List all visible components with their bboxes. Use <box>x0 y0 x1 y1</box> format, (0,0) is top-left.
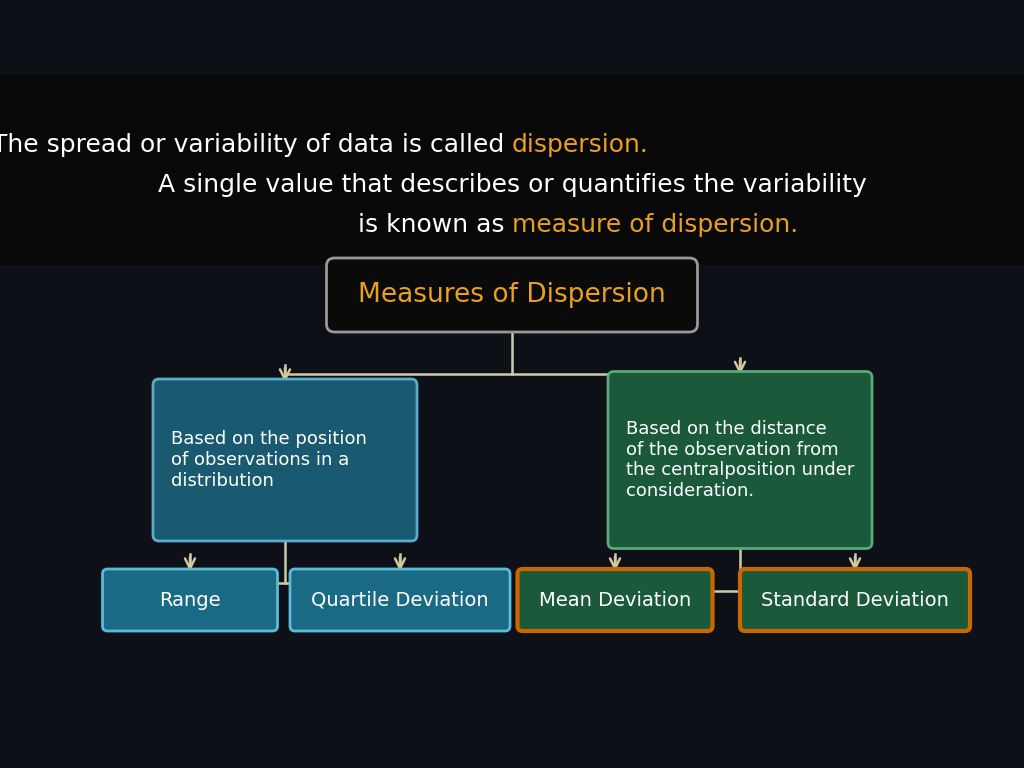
FancyBboxPatch shape <box>153 379 417 541</box>
Text: is known as: is known as <box>357 213 512 237</box>
FancyBboxPatch shape <box>290 569 510 631</box>
FancyBboxPatch shape <box>608 372 872 548</box>
Text: A single value that describes or quantifies the variability: A single value that describes or quantif… <box>158 173 866 197</box>
Text: Measures of Dispersion: Measures of Dispersion <box>358 282 666 308</box>
Text: Standard Deviation: Standard Deviation <box>761 591 949 610</box>
Text: The spread or variability of data is called: The spread or variability of data is cal… <box>0 133 512 157</box>
Text: measure of dispersion.: measure of dispersion. <box>512 213 799 237</box>
Text: dispersion.: dispersion. <box>512 133 649 157</box>
Text: Quartile Deviation: Quartile Deviation <box>311 591 488 610</box>
Text: Range: Range <box>159 591 221 610</box>
FancyBboxPatch shape <box>327 258 697 332</box>
FancyBboxPatch shape <box>517 569 713 631</box>
Text: Mean Deviation: Mean Deviation <box>539 591 691 610</box>
FancyBboxPatch shape <box>740 569 970 631</box>
Text: Based on the position
of observations in a
distribution: Based on the position of observations in… <box>171 430 367 490</box>
FancyBboxPatch shape <box>102 569 278 631</box>
Text: Based on the distance
of the observation from
the centralposition under
consider: Based on the distance of the observation… <box>626 420 854 500</box>
Bar <box>0 75 1024 265</box>
